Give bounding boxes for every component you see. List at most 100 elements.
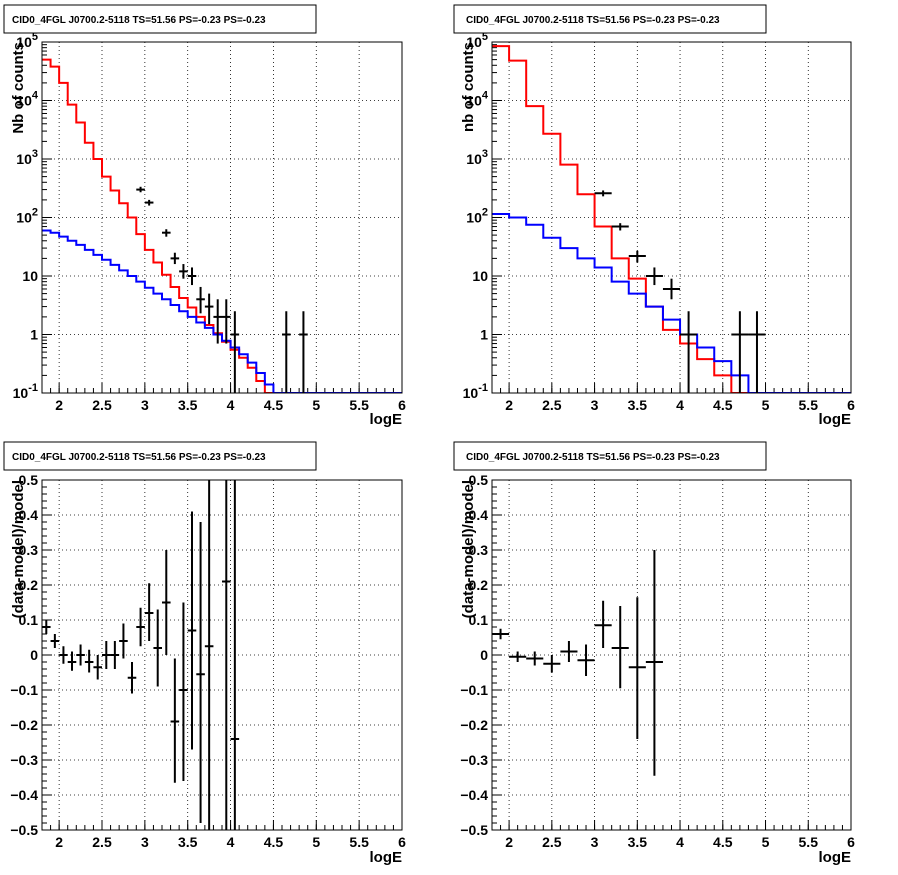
y-tick-label: 0 <box>480 647 488 663</box>
x-tick-label: 4 <box>227 397 235 413</box>
panel-title: CID0_4FGL J0700.2-5118 TS=51.56 PS=-0.23… <box>466 15 720 26</box>
data-layer <box>42 58 402 393</box>
y-tick-label: −0.1 <box>10 682 38 698</box>
x-tick-label: 5 <box>312 834 320 850</box>
y-tick-label: 0.2 <box>469 577 489 593</box>
data-layer <box>492 45 851 393</box>
y-axis-label: (data-model)/model <box>10 480 27 618</box>
x-tick-label: 5.5 <box>349 834 369 850</box>
y-tick-label: 10 <box>22 268 38 284</box>
x-tick-label: 6 <box>847 397 855 413</box>
x-tick-label: 2.5 <box>542 397 562 413</box>
y-tick-label: −0.2 <box>10 717 38 733</box>
x-tick-label: 2.5 <box>92 397 112 413</box>
x-tick-label: 4.5 <box>264 397 284 413</box>
x-tick-label: 4 <box>676 397 684 413</box>
model-total-histogram <box>42 58 402 393</box>
model-background-histogram <box>492 212 851 393</box>
x-tick-label: 4.5 <box>713 397 733 413</box>
y-tick-label: 104 <box>16 90 39 109</box>
y-tick-label: 0.4 <box>469 507 489 523</box>
y-tick-label: 105 <box>466 31 488 50</box>
y-tick-label: 102 <box>16 207 38 226</box>
y-tick-label: −0.2 <box>460 717 488 733</box>
x-tick-label: 4 <box>227 834 235 850</box>
x-tick-label: 2 <box>505 834 513 850</box>
y-tick-label: −0.4 <box>10 787 38 803</box>
y-axis-label: Nb of counts <box>10 42 27 134</box>
x-axis-label: logE <box>370 849 403 866</box>
y-tick-label: 0.4 <box>19 507 39 523</box>
data-layer <box>492 550 663 776</box>
plot-frame <box>41 41 403 394</box>
x-tick-label: 2.5 <box>542 834 562 850</box>
x-tick-label: 5.5 <box>349 397 369 413</box>
x-tick-label: 4.5 <box>264 834 284 850</box>
title-box <box>3 4 317 34</box>
y-tick-label: 0.1 <box>469 612 489 628</box>
y-tick-label: 105 <box>16 31 38 50</box>
counts-panel-right: CID0_4FGL J0700.2-5118 TS=51.56 PS=-0.23… <box>453 4 855 428</box>
x-tick-label: 4 <box>676 834 684 850</box>
x-tick-label: 2 <box>55 834 63 850</box>
y-tick-label: −0.3 <box>10 752 38 768</box>
y-tick-label: −0.5 <box>460 822 488 838</box>
y-tick-label: −0.3 <box>460 752 488 768</box>
x-tick-label: 5 <box>762 834 770 850</box>
y-tick-label: 0.2 <box>19 577 39 593</box>
x-tick-label: 3.5 <box>628 834 648 850</box>
residual-panel-right: CID0_4FGL J0700.2-5118 TS=51.56 PS=-0.23… <box>453 441 855 866</box>
data-layer <box>42 480 240 830</box>
panel-title: CID0_4FGL J0700.2-5118 TS=51.56 PS=-0.23… <box>12 15 266 26</box>
x-axis-label: logE <box>370 411 403 428</box>
model-background-histogram <box>42 229 402 393</box>
x-tick-label: 3.5 <box>178 397 198 413</box>
x-tick-label: 2 <box>55 397 63 413</box>
y-axis-label: nb of counts <box>460 42 477 132</box>
y-tick-label: 0.1 <box>19 612 39 628</box>
x-tick-label: 5 <box>762 397 770 413</box>
x-axis-label: logE <box>819 411 852 428</box>
y-tick-label: −0.4 <box>460 787 488 803</box>
x-tick-label: 2 <box>505 397 513 413</box>
x-tick-label: 6 <box>398 397 406 413</box>
y-tick-label: 10-1 <box>463 382 488 401</box>
plot-frame <box>491 479 852 831</box>
residual-panel-left: CID0_4FGL J0700.2-5118 TS=51.56 PS=-0.23… <box>3 441 406 866</box>
y-axis-label: (data-model)/model <box>460 480 477 618</box>
y-tick-label: −0.5 <box>10 822 38 838</box>
y-tick-label: 103 <box>16 148 38 167</box>
x-tick-label: 3 <box>591 397 599 413</box>
plot-background <box>492 42 851 393</box>
y-tick-label: −0.1 <box>460 682 488 698</box>
y-tick-label: 102 <box>466 207 488 226</box>
plot-area: 2 2.5 3 3.5 4 4.5 5 5.5 6 10-1 1 10 102 103 104 105 <box>463 31 855 413</box>
y-tick-label: 10 <box>472 268 488 284</box>
x-tick-label: 3.5 <box>628 397 648 413</box>
x-tick-label: 3 <box>141 397 149 413</box>
plot-frame <box>41 479 403 831</box>
counts-panel-left: CID0_4FGL J0700.2-5118 TS=51.56 PS=-0.23… <box>3 4 406 428</box>
plot-area: 2 2.5 3 3.5 4 4.5 5 5.5 6 10-1 1 10 102 103 104 105 <box>13 31 406 413</box>
y-tick-label: 1 <box>30 327 38 343</box>
x-tick-label: 5.5 <box>799 834 819 850</box>
title-box <box>453 4 767 34</box>
x-tick-label: 5 <box>312 397 320 413</box>
title-box <box>453 441 767 471</box>
panel-title: CID0_4FGL J0700.2-5118 TS=51.56 PS=-0.23… <box>12 452 266 463</box>
plot-frame <box>491 41 852 394</box>
plot-background <box>492 480 851 830</box>
x-tick-label: 4.5 <box>713 834 733 850</box>
y-tick-label: 103 <box>466 148 488 167</box>
x-tick-label: 5.5 <box>799 397 819 413</box>
y-tick-label: 0.5 <box>469 472 489 488</box>
y-tick-label: 1 <box>480 327 488 343</box>
x-tick-label: 3 <box>141 834 149 850</box>
y-tick-label: 0.3 <box>469 542 489 558</box>
x-tick-label: 3.5 <box>178 834 198 850</box>
x-tick-label: 6 <box>847 834 855 850</box>
panel-title: CID0_4FGL J0700.2-5118 TS=51.56 PS=-0.23… <box>466 452 720 463</box>
y-tick-label: 0.5 <box>19 472 39 488</box>
y-tick-label: 0 <box>30 647 38 663</box>
